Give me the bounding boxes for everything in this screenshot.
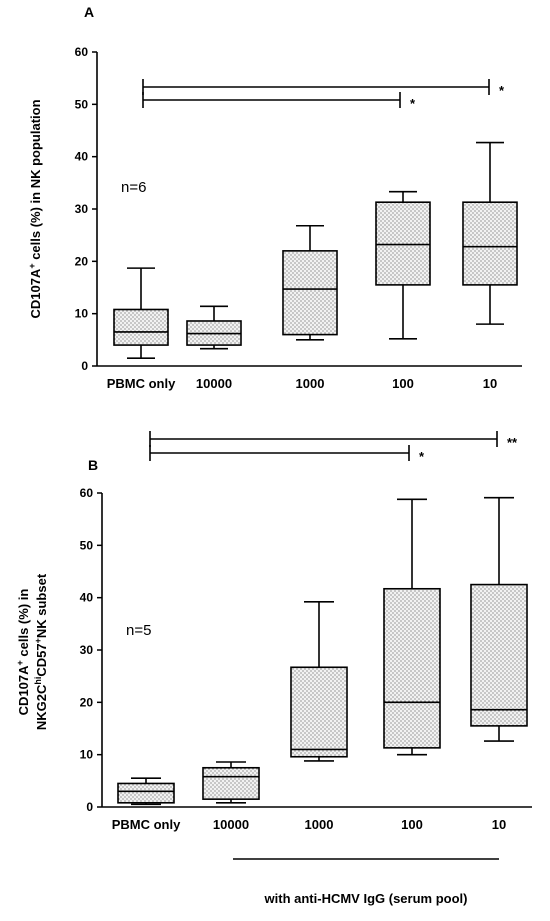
panel-a-y-tick-label: 10 <box>75 307 89 321</box>
panel-b-category-label: 10000 <box>213 817 249 832</box>
panel-a-category-label: 1000 <box>296 376 325 391</box>
panel-a-y-tick-label: 20 <box>75 254 89 268</box>
panel-a-y-tick-label: 30 <box>75 202 89 216</box>
panel-a-box-1000 <box>282 224 338 341</box>
panel-b-box-1000 <box>290 601 348 762</box>
panel-b-ylabel1-superscript: + <box>15 660 25 665</box>
panel-a-n-label: n=6 <box>121 179 146 196</box>
panel-b-n-label: n=5 <box>126 622 151 639</box>
panel-b-category-label: PBMC only <box>112 817 181 832</box>
panel-b-box-pbmc-only <box>117 777 175 806</box>
panel-b-ylabel2-text-2: CD57 <box>34 643 49 676</box>
treatment-group-label: with anti-HCMV IgG (serum pool) <box>264 891 468 906</box>
iqr-box <box>282 250 338 336</box>
panel-b-y-tick-label: 60 <box>80 486 94 500</box>
panel-a-y-tick-label: 50 <box>75 97 89 111</box>
panel-b-y-tick-label: 0 <box>86 800 93 814</box>
panel-b-significance-label: * <box>419 449 425 464</box>
panel-b-y-axis-label-line1: CD107A+ cells (%) in <box>15 589 31 716</box>
iqr-box <box>117 782 175 804</box>
panel-a-category-label: PBMC only <box>107 376 176 391</box>
panel-b-ylabel1-text-1: CD107A <box>16 665 31 715</box>
panel-b-label: B <box>88 457 98 473</box>
panel-b-y-tick-label: 50 <box>80 538 94 552</box>
panel-b-significance-bracket: * <box>149 445 425 464</box>
panel-b-significance-label: ** <box>507 435 518 450</box>
panel-a-y-tick-label: 40 <box>75 150 89 164</box>
panel-a-category-label: 100 <box>392 376 414 391</box>
iqr-box <box>383 587 441 749</box>
panel-b-ylabel2-text-3: NK subset <box>34 573 49 638</box>
panel-a-y-tick-label: 60 <box>75 45 89 59</box>
panel-a-box-10000 <box>186 305 242 350</box>
iqr-box <box>202 766 260 800</box>
panel-b-y-axis-label-line2: NKG2ChiCD57+NK subset <box>33 573 49 730</box>
panel-a-significance-label: * <box>499 83 505 98</box>
iqr-box <box>375 201 431 286</box>
panel-a-box-100 <box>375 190 431 340</box>
iqr-box <box>113 308 169 346</box>
panel-a-box-pbmc-only <box>113 267 169 359</box>
panel-b-significance-bracket: ** <box>149 431 518 450</box>
panel-b: B CD107A+ cells (%) in NKG2ChiCD57+NK su… <box>15 431 532 832</box>
panel-a-ylabel-text-1: CD107A <box>28 268 43 318</box>
panel-a-category-label: 10 <box>483 376 497 391</box>
panel-a-significance-bracket: * <box>142 92 416 111</box>
panel-a-label: A <box>84 4 94 20</box>
panel-b-ylabel1-text-2: cells (%) in <box>16 589 31 661</box>
panel-b-ylabel2-text-1: NKG2C <box>34 684 49 730</box>
panel-b-y-tick-label: 20 <box>80 695 94 709</box>
panel-b-category-label: 100 <box>401 817 423 832</box>
panel-a-significance-bracket: * <box>142 79 505 98</box>
iqr-box <box>290 666 348 758</box>
iqr-box <box>462 201 518 286</box>
panel-b-category-label: 1000 <box>305 817 334 832</box>
panel-a-y-tick-label: 0 <box>81 359 88 373</box>
iqr-box <box>470 583 528 727</box>
panel-b-y-tick-label: 10 <box>80 748 94 762</box>
panel-a: A CD107A+ cells (%) in NK population n=6… <box>27 4 522 391</box>
panel-a-category-label: 10000 <box>196 376 232 391</box>
panel-b-ylabel2-superscript-1: hi <box>33 677 43 685</box>
panel-b-category-label: 10 <box>492 817 506 832</box>
panel-b-y-tick-label: 40 <box>80 591 94 605</box>
panel-a-ylabel-text-2: cells (%) in NK population <box>28 99 43 263</box>
panel-a-significance-label: * <box>410 96 416 111</box>
panel-b-box-10 <box>470 496 528 742</box>
panel-a-y-axis-label: CD107A+ cells (%) in NK population <box>27 99 43 318</box>
panel-b-ylabel2-superscript-2: + <box>33 638 43 643</box>
panel-a-box-10 <box>462 141 518 325</box>
panel-b-box-100 <box>383 498 441 756</box>
panel-a-ylabel-superscript: + <box>27 263 37 268</box>
panel-b-box-10000 <box>202 761 260 804</box>
panel-b-y-tick-label: 30 <box>80 643 94 657</box>
